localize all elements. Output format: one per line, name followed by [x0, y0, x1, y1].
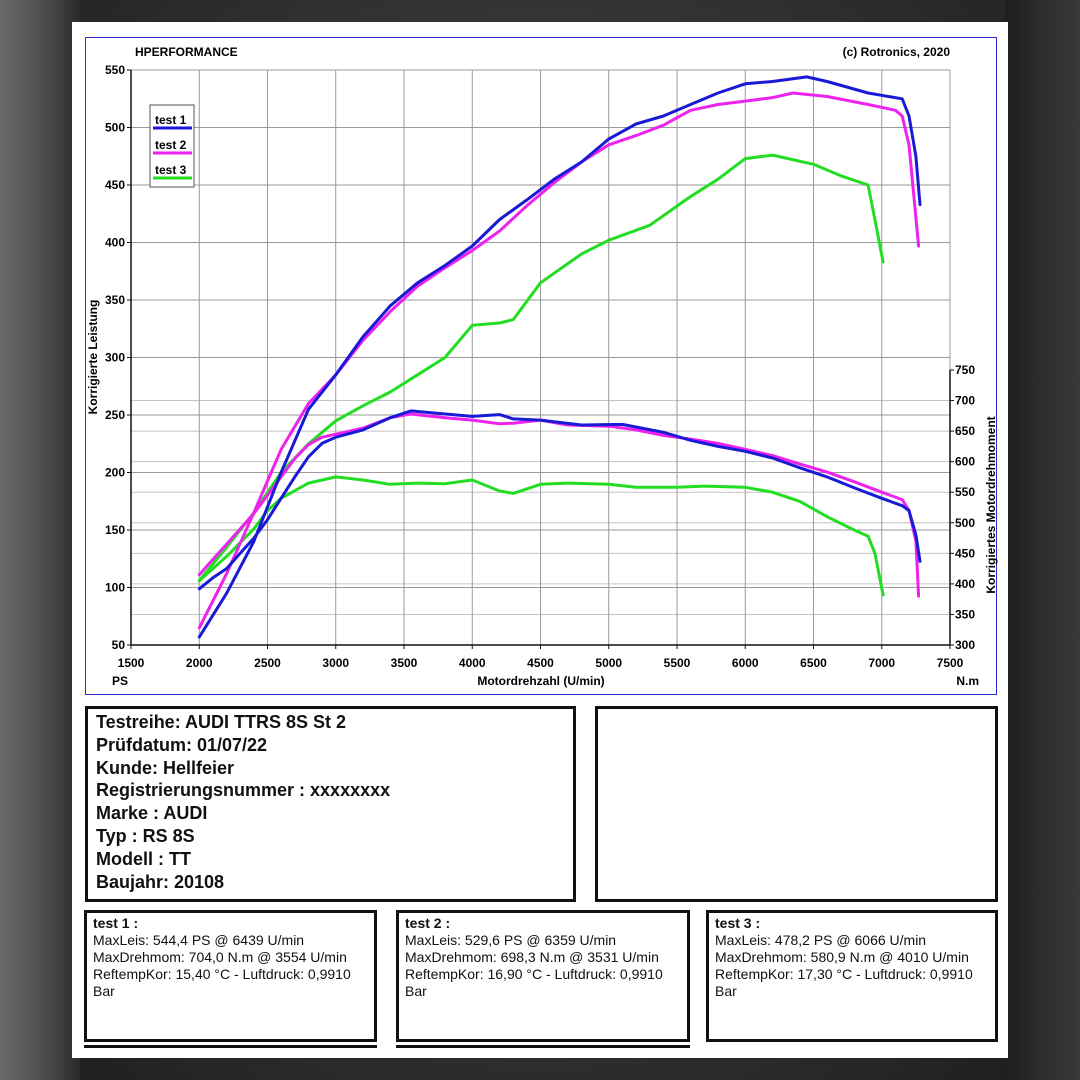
y-tick-label: 300 [105, 351, 125, 365]
y-tick-label: 100 [105, 581, 125, 595]
typ: Typ : RS 8S [96, 825, 195, 846]
baujahr: Baujahr: 20108 [96, 871, 225, 892]
max-leistung: MaxLeis: 544,4 PS @ 6439 U/min [93, 932, 305, 948]
empty-panel [595, 706, 998, 902]
y-tick-label: 400 [105, 236, 125, 250]
x-tick-label: 6500 [800, 656, 827, 670]
y-tick-label: 550 [105, 63, 125, 77]
x-axis-label: Motordrehzahl (U/min) [477, 674, 604, 688]
testreihe: Testreihe: AUDI TTRS 8S St 2 [96, 712, 347, 732]
power-line-test-3 [197, 153, 885, 583]
x-tick-label: 5500 [664, 656, 691, 670]
registrierungsnummer: Registrierungsnummer : xxxxxxxx [96, 780, 391, 801]
x-tick-label: 2500 [254, 656, 281, 670]
test-title: test 1 : [93, 915, 139, 931]
y2-tick-label: 450 [955, 546, 975, 560]
max-drehmoment: MaxDrehmom: 704,0 N.m @ 3554 U/min [93, 949, 347, 965]
x-tick-label: 4000 [459, 656, 486, 670]
y2-tick-label: 750 [955, 363, 975, 377]
max-drehmoment: MaxDrehmom: 580,9 N.m @ 4010 U/min [715, 949, 969, 965]
x-tick-label: 3000 [322, 656, 349, 670]
y2-tick-label: 400 [955, 577, 975, 591]
y-tick-label: 450 [105, 178, 125, 192]
chart-ticks: 50 100 150 200 250 300 350 400 450 500 550 1500 2000… [105, 63, 975, 670]
pruefdatum: Prüfdatum: 01/07/22 [96, 734, 268, 755]
x-tick-label: 1500 [118, 656, 145, 670]
y2-tick-label: 300 [955, 638, 975, 652]
y-axis-label: Korrigierte Leistung [86, 300, 100, 415]
test-1-summary: test 1 : MaxLeis: 544,4 PS @ 6439 U/min … [84, 910, 377, 1042]
marke: Marke : AUDI [96, 803, 208, 824]
y-tick-label: 50 [112, 638, 126, 652]
signature-line [84, 1045, 377, 1048]
y2-tick-label: 550 [955, 485, 975, 499]
y-tick-label: 250 [105, 408, 125, 422]
test-title: test 3 : [715, 915, 761, 931]
reftemp: ReftempKor: 17,30 °C - Luftdruck: 0,9910… [715, 966, 973, 999]
modell: Modell : TT [96, 848, 191, 869]
x-tick-label: 6000 [732, 656, 759, 670]
max-leistung: MaxLeis: 529,6 PS @ 6359 U/min [405, 932, 617, 948]
header-right: (c) Rotronics, 2020 [843, 45, 951, 59]
x-tick-label: 5000 [595, 656, 622, 670]
background-left [0, 0, 80, 1080]
torque-line-test-1 [197, 409, 922, 591]
chart-lines [197, 75, 922, 639]
reftemp: ReftempKor: 15,40 °C - Luftdruck: 0,9910… [93, 966, 351, 999]
chart-grid [130, 69, 951, 646]
x-tick-label: 7500 [937, 656, 964, 670]
x-tick-label: 7000 [868, 656, 895, 670]
test-info-panel: Testreihe: AUDI TTRS 8S St 2 Prüfdatum: … [85, 706, 576, 902]
y-tick-label: 350 [105, 293, 125, 307]
background-right [1005, 0, 1080, 1080]
legend-label: test 3 [155, 163, 187, 177]
legend-label: test 2 [155, 138, 187, 152]
y-tick-label: 150 [105, 523, 125, 537]
y2-tick-label: 700 [955, 394, 975, 408]
x-unit-label: PS [112, 674, 128, 688]
x-tick-label: 3500 [391, 656, 418, 670]
max-leistung: MaxLeis: 478,2 PS @ 6066 U/min [715, 932, 927, 948]
y2-tick-label: 500 [955, 516, 975, 530]
y2-unit-label: N.m [956, 674, 979, 688]
legend: test 1 test 2 test 3 [149, 104, 195, 188]
torque-line-test-3 [197, 475, 885, 597]
test-title: test 2 : [405, 915, 451, 931]
torque-line-test-2 [197, 412, 921, 598]
y-tick-label: 200 [105, 466, 125, 480]
power-line-test-2 [197, 91, 921, 630]
test-2-summary: test 2 : MaxLeis: 529,6 PS @ 6359 U/min … [396, 910, 690, 1042]
max-drehmoment: MaxDrehmom: 698,3 N.m @ 3531 U/min [405, 949, 659, 965]
chart-frame [85, 37, 997, 695]
x-tick-label: 4500 [527, 656, 554, 670]
reftemp: ReftempKor: 16,90 °C - Luftdruck: 0,9910… [405, 966, 663, 999]
x-tick-label: 2000 [186, 656, 213, 670]
y2-tick-label: 600 [955, 455, 975, 469]
test-3-summary: test 3 : MaxLeis: 478,2 PS @ 6066 U/min … [706, 910, 998, 1042]
y2-axis-label: Korrigiertes Motordrehmoment [984, 416, 998, 593]
kunde: Kunde: Hellfeier [96, 757, 235, 778]
power-line-test-1 [197, 75, 922, 639]
header-left: HPERFORMANCE [135, 45, 238, 59]
y2-tick-label: 350 [955, 607, 975, 621]
legend-label: test 1 [155, 113, 187, 127]
y2-tick-label: 650 [955, 424, 975, 438]
signature-line [396, 1045, 690, 1048]
y-tick-label: 500 [105, 121, 125, 135]
